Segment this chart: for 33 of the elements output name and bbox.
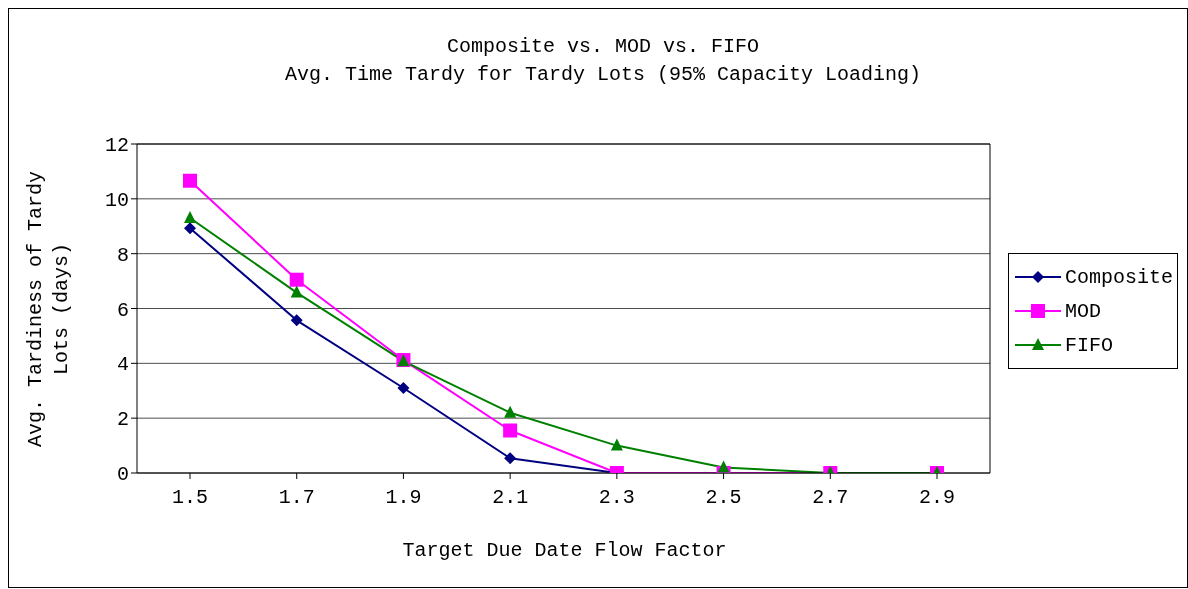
- y-tick-label: 0: [116, 463, 129, 487]
- y-tick-label: 2: [116, 408, 129, 432]
- x-tick-label: 2.9: [918, 486, 956, 510]
- point: [290, 314, 303, 327]
- point: [504, 405, 517, 418]
- point: [183, 173, 197, 188]
- x-tick-label: 1.7: [278, 486, 315, 510]
- point: [610, 438, 623, 451]
- y-tick-label: 6: [116, 298, 129, 322]
- legend-label: Composite: [1065, 265, 1174, 289]
- x-tick-label: 2.3: [598, 486, 635, 510]
- point: [289, 272, 304, 287]
- x-tick-label: 1.5: [171, 486, 209, 510]
- y-axis-title: Avg. Tardiness of Tardy Lots (days): [23, 170, 74, 450]
- point: [290, 285, 303, 298]
- point: [503, 423, 518, 438]
- legend-label: FIFO: [1065, 333, 1114, 357]
- x-tick-label: 2.7: [812, 486, 849, 510]
- point: [397, 382, 410, 395]
- y-tick-label: 8: [116, 243, 129, 267]
- legend-label: MOD: [1065, 299, 1102, 323]
- point: [717, 460, 730, 473]
- chart-title: Composite vs. MOD vs. FIFO: [445, 34, 761, 60]
- x-axis-title: Target Due Date Flow Factor: [401, 539, 728, 562]
- x-tick-label: 2.1: [492, 486, 529, 510]
- y-tick-label: 12: [104, 134, 129, 158]
- point: [184, 211, 196, 224]
- x-tick-label: 1.9: [385, 486, 422, 510]
- y-tick-label: 4: [116, 353, 129, 377]
- chart-subtitle: Avg. Time Tardy for Tardy Lots (95% Capacity Loading): [283, 62, 923, 88]
- x-tick-label: 2.5: [705, 486, 742, 510]
- y-tick-label: 10: [104, 188, 129, 212]
- point: [184, 222, 196, 235]
